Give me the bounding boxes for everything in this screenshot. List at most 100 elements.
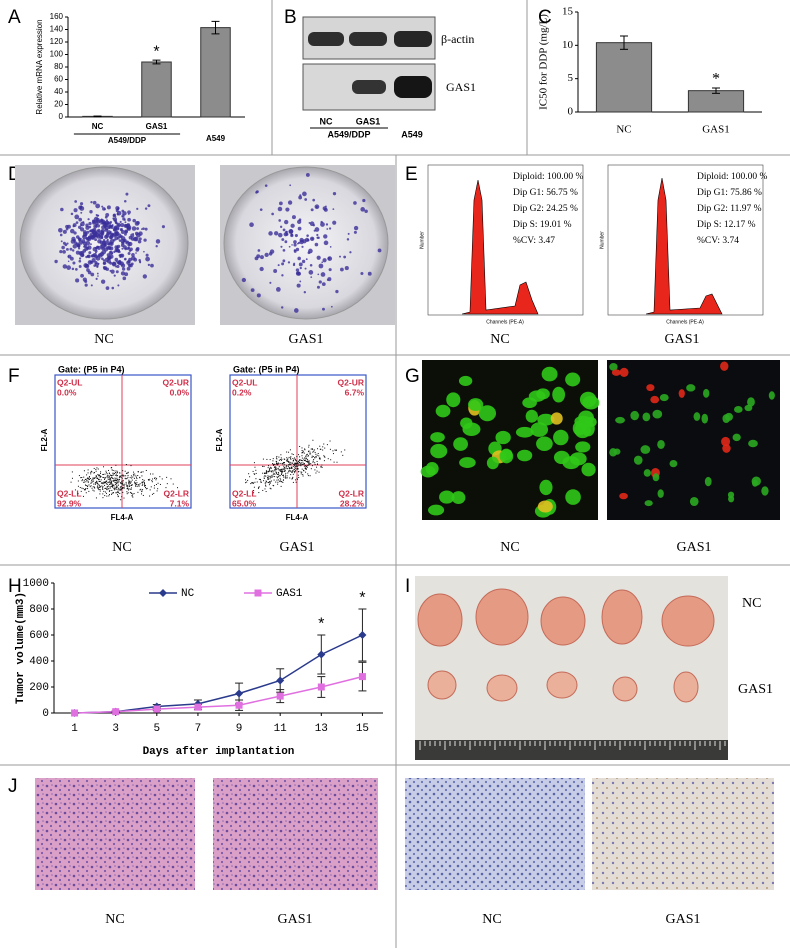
nucleus [565,489,581,505]
event [264,484,266,486]
colony [124,199,127,203]
event [295,470,297,472]
event [135,476,137,478]
tumor [486,674,518,702]
quadrant-label: Q2-LL [232,488,257,498]
event [308,462,310,464]
y-tick-label: 10 [562,39,574,51]
nucleus [640,445,651,454]
caption: NC [112,540,131,555]
event [129,477,131,479]
event [127,492,129,494]
colony [264,184,268,187]
stat: Diploid: 100.00 % [513,172,584,182]
event [273,485,275,487]
nucleus [751,479,759,487]
event [283,461,285,463]
event [272,463,274,465]
event [108,472,110,474]
event [116,477,118,479]
colony [344,266,349,271]
x-tick-label: NC [92,122,104,131]
lane-label: A549 [401,129,423,139]
colony [119,220,122,224]
colony [105,219,109,222]
quadrant-value: 0.0% [57,387,77,397]
colony [69,256,74,261]
event [110,482,112,484]
event [277,463,279,465]
colony [117,227,120,230]
event [288,470,290,472]
event [88,476,90,478]
event [99,490,101,492]
event [136,482,138,484]
event [84,489,86,491]
event [149,478,151,480]
colony [306,238,310,242]
event [127,488,129,490]
event [111,483,113,485]
colony [306,234,309,237]
nucleus [562,456,580,470]
nucleus [722,444,731,453]
event [166,483,168,485]
event [108,476,110,478]
event [295,464,297,466]
event [83,481,85,483]
colony [318,280,322,284]
event [87,485,89,487]
event [314,462,316,464]
event [280,473,282,475]
colony [124,272,129,277]
event [85,492,87,494]
event [293,460,295,462]
event [133,493,135,495]
nucleus [652,473,660,482]
colony [259,266,264,272]
event [308,455,310,457]
colony [106,205,111,210]
event [309,453,311,455]
nucleus [704,476,712,487]
colony [109,233,114,238]
event [141,491,143,493]
event [279,477,281,479]
event [126,485,128,487]
event [104,484,106,486]
event [278,469,280,471]
event [314,457,316,459]
event [152,473,154,475]
colony [293,262,296,265]
event [88,484,90,486]
event [109,482,111,484]
colony [273,231,279,236]
event [130,481,132,483]
cell-cycle-panel: Number Number Channels (PE-A) Channels (… [419,164,768,347]
event [269,487,271,489]
event [259,478,261,480]
nucleus [728,495,735,503]
colony [90,243,92,246]
event [140,471,142,473]
colony [127,252,131,255]
quadrant-value: 65.0% [232,498,257,508]
event [320,466,322,468]
colony [288,245,291,248]
colony [299,280,302,283]
event [116,482,118,484]
colony [97,262,100,265]
event [99,476,101,478]
nucleus [732,433,741,442]
event [131,484,133,486]
event [95,468,97,470]
event [279,470,281,472]
colony [93,264,97,267]
event [105,483,107,485]
event [115,472,117,474]
colony [78,217,83,222]
event [332,453,334,455]
event [144,485,146,487]
event [159,483,161,485]
